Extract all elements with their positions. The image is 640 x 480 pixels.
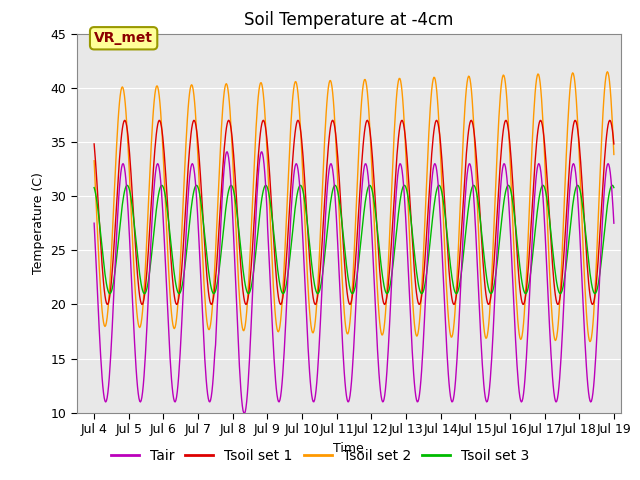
Text: VR_met: VR_met bbox=[94, 31, 153, 45]
Y-axis label: Temperature (C): Temperature (C) bbox=[32, 172, 45, 274]
X-axis label: Time: Time bbox=[333, 442, 364, 455]
Title: Soil Temperature at -4cm: Soil Temperature at -4cm bbox=[244, 11, 454, 29]
Legend: Tair, Tsoil set 1, Tsoil set 2, Tsoil set 3: Tair, Tsoil set 1, Tsoil set 2, Tsoil se… bbox=[106, 443, 534, 468]
